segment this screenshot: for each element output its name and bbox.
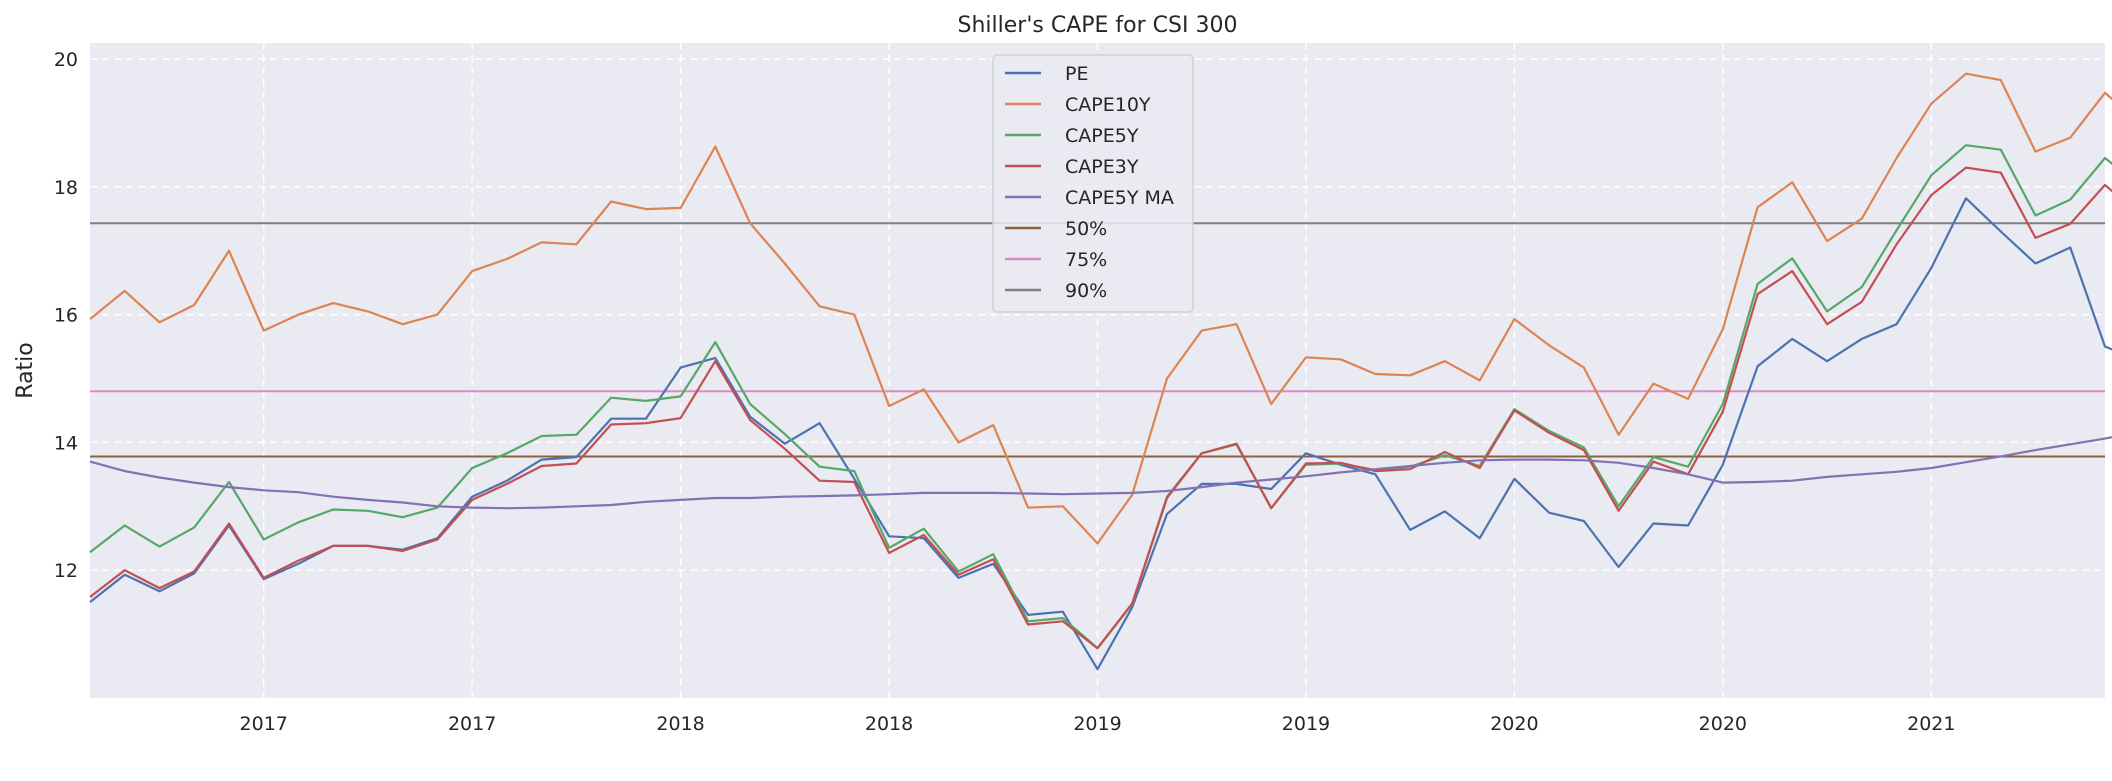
legend-label: CAPE3Y	[1065, 156, 1139, 178]
legend: PE CAPE10Y CAPE5Y CAPE3Y CAPE5Y MA 50% 75% 90%	[992, 54, 1194, 313]
legend-label: CAPE10Y	[1065, 94, 1151, 116]
x-tick-label: 2020	[1699, 713, 1747, 735]
y-tick-label: 18	[54, 177, 78, 199]
legend-label: CAPE5Y	[1065, 125, 1139, 147]
legend-label: CAPE5Y MA	[1065, 187, 1174, 209]
series-line-cape10y	[89, 72, 2112, 545]
series-line-pe	[89, 197, 2112, 671]
y-tick-label: 20	[54, 49, 78, 71]
series-lines	[89, 72, 2112, 671]
y-tick-label: 12	[54, 560, 78, 582]
y-tick-labels: 12 14 16 18 20	[54, 49, 78, 582]
x-tick-label: 2018	[865, 713, 913, 735]
grid-lines	[90, 43, 2105, 698]
y-tick-label: 16	[54, 305, 78, 327]
x-tick-label: 2017	[448, 713, 496, 735]
y-axis-label: Ratio	[13, 342, 38, 398]
x-tick-label: 2018	[656, 713, 704, 735]
y-tick-label: 14	[54, 432, 78, 454]
legend-label: 50%	[1065, 218, 1107, 240]
legend-label: 90%	[1065, 280, 1107, 302]
legend-box	[992, 54, 1194, 313]
x-tick-labels: 2017 2017 2018 2018 2019 2019 2020 2020 2021	[240, 713, 1956, 735]
x-tick-label: 2019	[1073, 713, 1121, 735]
legend-label: PE	[1065, 63, 1088, 85]
chart-title: Shiller's CAPE for CSI 300	[958, 13, 1238, 38]
x-tick-label: 2017	[240, 713, 288, 735]
series-line-cape5y-ma	[89, 436, 2112, 510]
x-tick-label: 2020	[1490, 713, 1538, 735]
legend-label: 75%	[1065, 249, 1107, 271]
x-tick-label: 2021	[1907, 713, 1955, 735]
x-tick-label: 2019	[1282, 713, 1330, 735]
series-line-cape3y	[89, 166, 2112, 650]
